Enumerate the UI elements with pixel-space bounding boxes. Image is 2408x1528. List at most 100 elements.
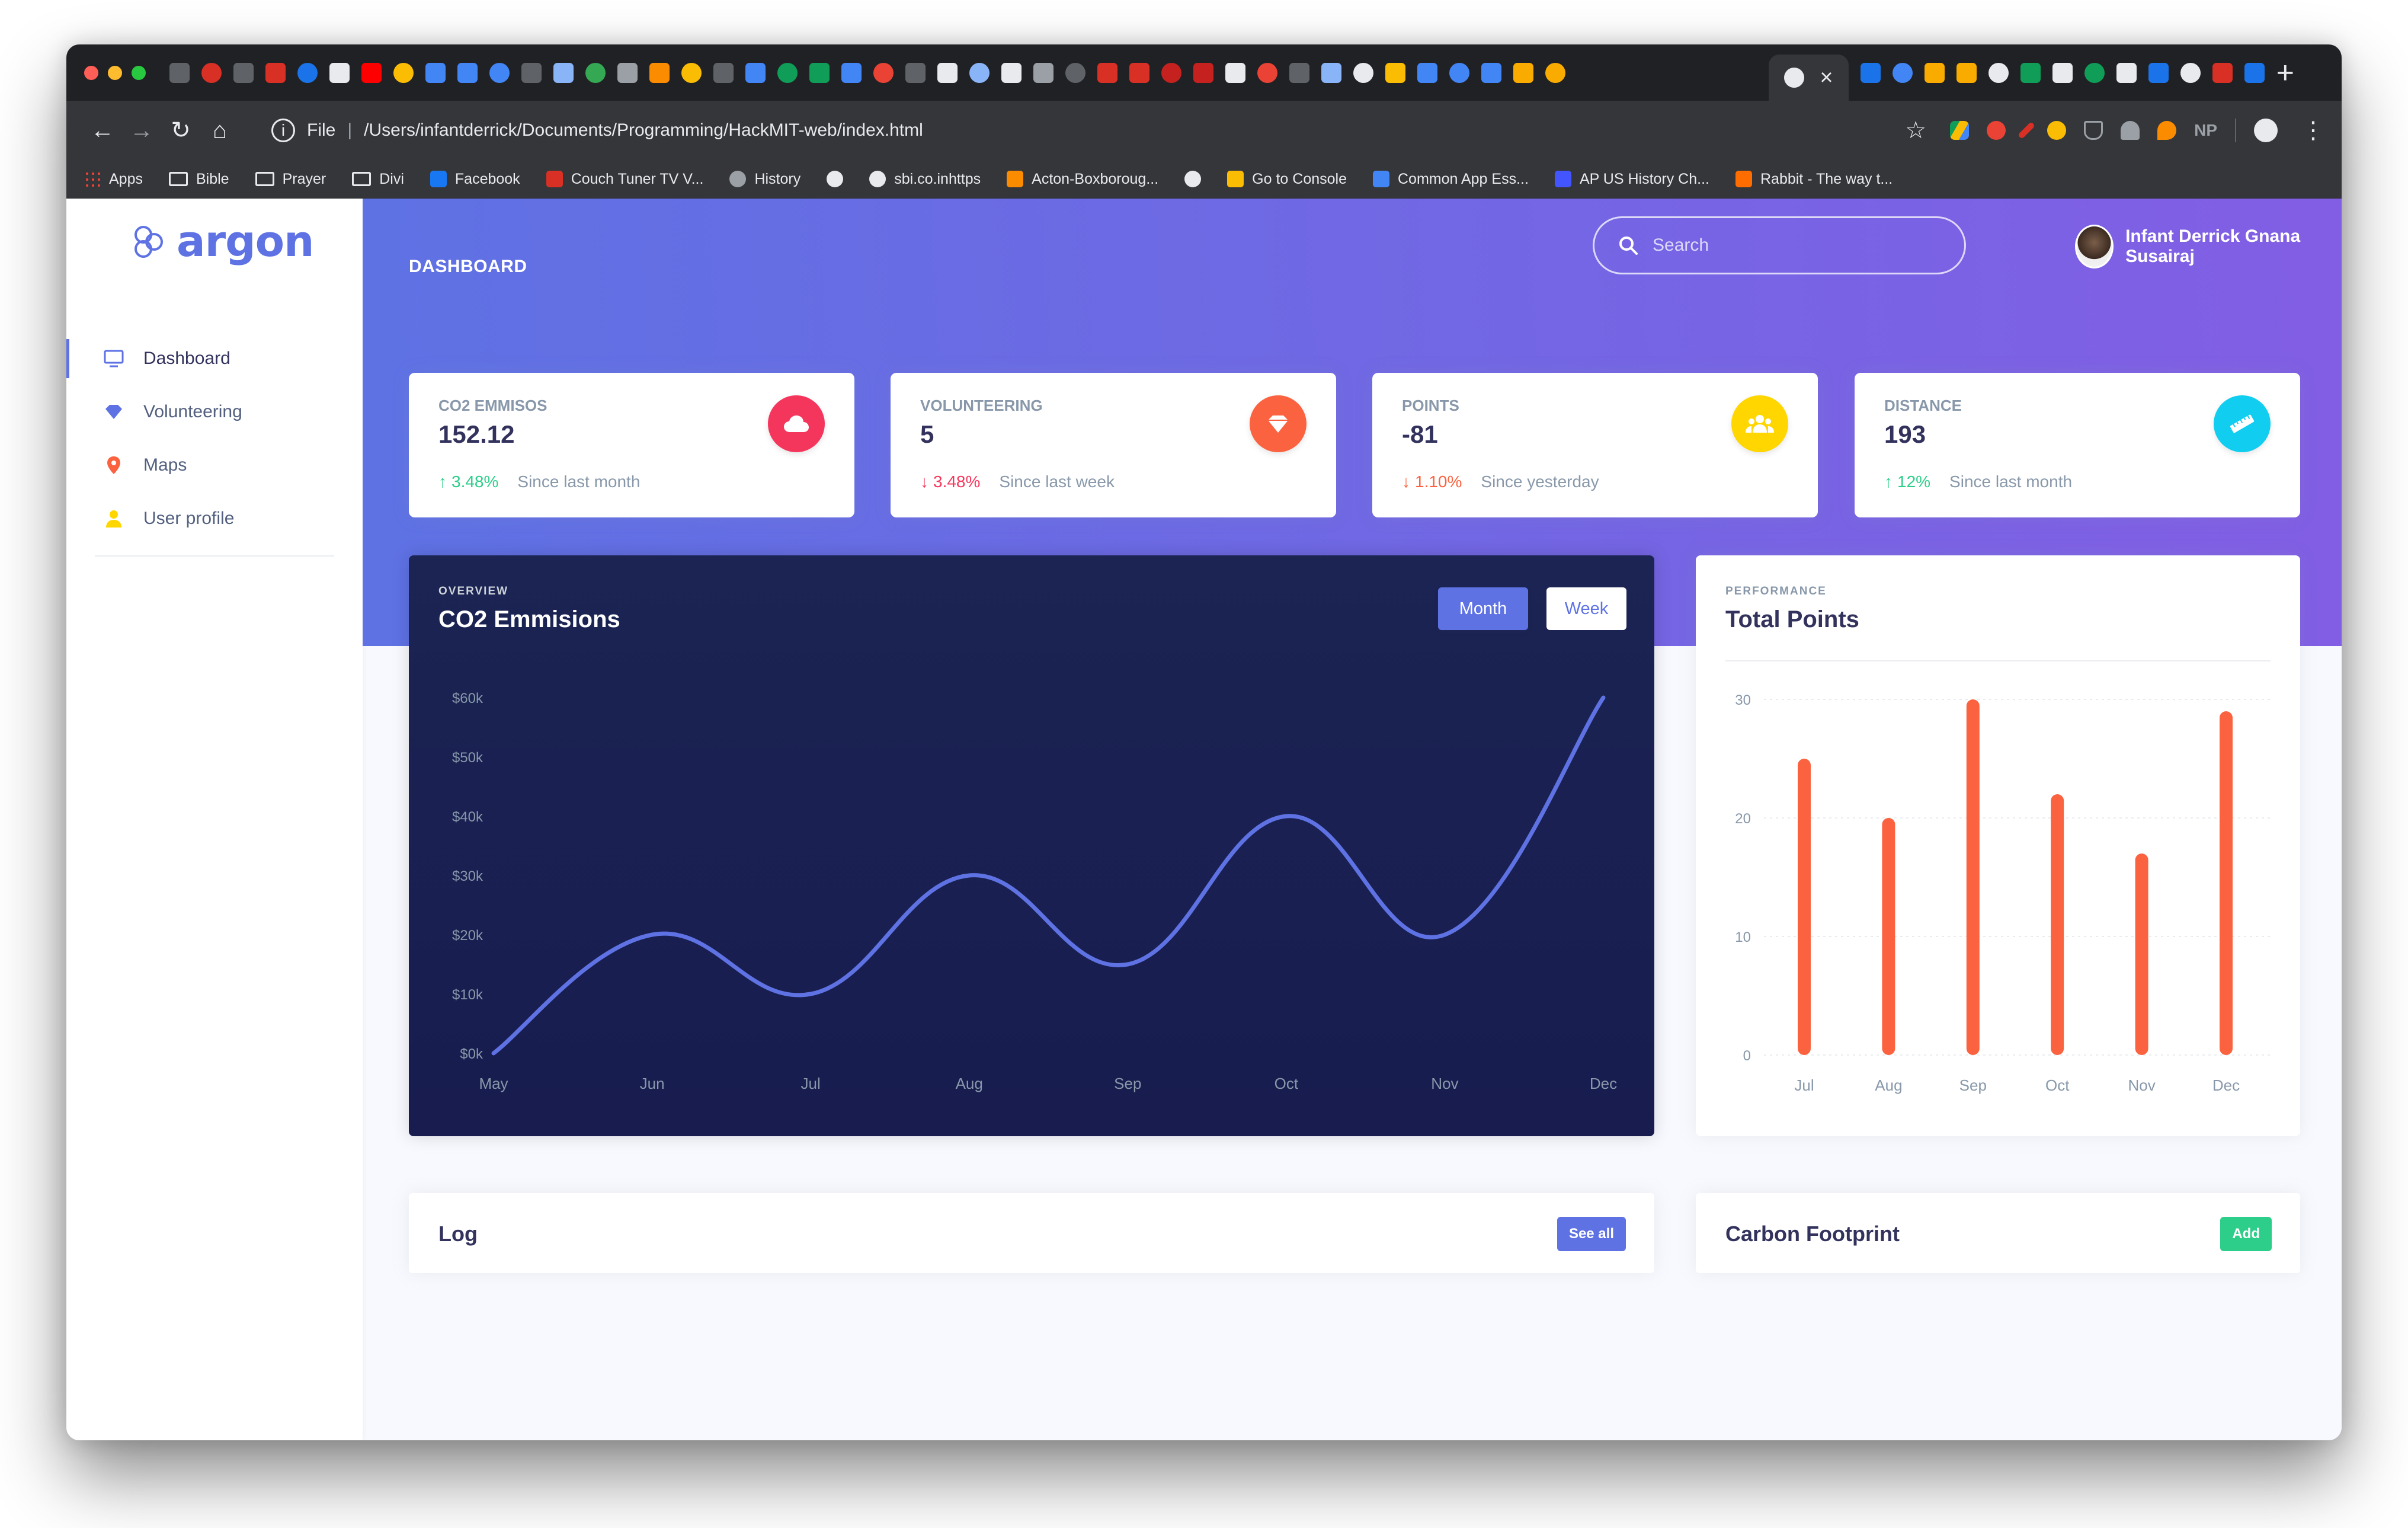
extension-compass-icon[interactable] <box>2047 121 2067 140</box>
background-tab-favicon-icon[interactable] <box>553 62 574 83</box>
active-tab[interactable]: × <box>1769 55 1849 101</box>
background-right-tab-favicon-icon[interactable] <box>2212 62 2233 83</box>
extension-red-icon[interactable] <box>1987 121 2006 140</box>
background-right-tab-favicon-icon[interactable] <box>1988 62 2009 83</box>
extension-bell-icon[interactable] <box>2121 121 2140 140</box>
background-tab-favicon-icon[interactable] <box>1289 62 1309 83</box>
background-right-tab-favicon-icon[interactable] <box>2244 62 2265 83</box>
background-tab-favicon-icon[interactable] <box>1129 62 1149 83</box>
background-tab-favicon-icon[interactable] <box>521 62 542 83</box>
extension-flame-icon[interactable] <box>2157 121 2177 140</box>
background-tab-favicon-icon[interactable] <box>1449 62 1469 83</box>
background-tab-favicon-icon[interactable] <box>1353 62 1373 83</box>
bookmark-item[interactable]: Go to Console <box>1227 171 1347 188</box>
background-tab-favicon-icon[interactable] <box>1545 62 1565 83</box>
background-tab-favicon-icon[interactable] <box>489 62 510 83</box>
background-tab-favicon-icon[interactable] <box>713 62 734 83</box>
background-right-tab-favicon-icon[interactable] <box>2116 62 2137 83</box>
background-tab-favicon-icon[interactable] <box>873 62 894 83</box>
bookmark-star-icon[interactable]: ☆ <box>1905 117 1927 143</box>
background-tab-favicon-icon[interactable] <box>169 62 190 83</box>
background-tab-favicon-icon[interactable] <box>265 62 286 83</box>
bookmark-item[interactable]: Common App Ess... <box>1373 171 1529 188</box>
bookmark-item[interactable]: AP US History Ch... <box>1554 171 1709 188</box>
drive-icon[interactable] <box>1950 121 1970 140</box>
background-tab-favicon-icon[interactable] <box>297 62 318 83</box>
background-tab-favicon-icon[interactable] <box>201 62 222 83</box>
background-tab-favicon-icon[interactable] <box>1097 62 1117 83</box>
background-tab-favicon-icon[interactable] <box>617 62 638 83</box>
back-icon[interactable]: ← <box>91 117 114 143</box>
close-window-button[interactable] <box>84 65 98 80</box>
url-text[interactable]: /Users/infantderrick/Documents/Programmi… <box>364 120 923 140</box>
background-tab-favicon-icon[interactable] <box>1513 62 1533 83</box>
background-tab-favicon-icon[interactable] <box>649 62 670 83</box>
week-button[interactable]: Week <box>1546 587 1626 630</box>
background-tab-favicon-icon[interactable] <box>841 62 862 83</box>
background-right-tab-favicon-icon[interactable] <box>2180 62 2201 83</box>
background-right-tab-favicon-icon[interactable] <box>1860 62 1881 83</box>
new-tab-button[interactable]: + <box>2276 55 2294 90</box>
reload-icon[interactable]: ↻ <box>171 117 191 143</box>
extension-np-icon[interactable]: NP <box>2194 121 2217 139</box>
see-all-button[interactable]: See all <box>1557 1217 1626 1251</box>
forward-icon[interactable]: → <box>130 117 153 143</box>
user-name[interactable]: Infant Derrick Gnana Susairaj <box>2125 226 2301 266</box>
background-tab-favicon-icon[interactable] <box>969 62 990 83</box>
background-tab-favicon-icon[interactable] <box>937 62 958 83</box>
background-right-tab-favicon-icon[interactable] <box>2052 62 2073 83</box>
background-tab-favicon-icon[interactable] <box>425 62 446 83</box>
avatar[interactable] <box>2075 225 2114 268</box>
bookmark-item[interactable]: History <box>729 171 800 188</box>
background-tab-favicon-icon[interactable] <box>393 62 414 83</box>
background-tab-favicon-icon[interactable] <box>1417 62 1437 83</box>
close-tab-icon[interactable]: × <box>1820 65 1833 90</box>
background-tab-favicon-icon[interactable] <box>681 62 702 83</box>
site-info-icon[interactable]: i <box>271 119 295 142</box>
bookmark-item[interactable]: Acton-Boxboroug... <box>1007 171 1158 188</box>
background-tab-favicon-icon[interactable] <box>1033 62 1054 83</box>
background-tab-favicon-icon[interactable] <box>361 62 382 83</box>
argon-logo[interactable]: argon <box>132 216 314 266</box>
sidebar-item-volunteering[interactable]: Volunteering <box>66 385 363 439</box>
sidebar-item-dashboard[interactable]: Dashboard <box>66 332 363 385</box>
bookmark-item[interactable]: Divi <box>352 171 404 188</box>
add-button[interactable]: Add <box>2220 1217 2272 1251</box>
maximize-window-button[interactable] <box>132 65 146 80</box>
search-input[interactable] <box>1653 235 1937 255</box>
sidebar-item-user-profile[interactable]: User profile <box>66 492 363 545</box>
bookmark-item[interactable]: Prayer <box>255 171 326 188</box>
background-right-tab-favicon-icon[interactable] <box>2084 62 2105 83</box>
background-tab-favicon-icon[interactable] <box>329 62 350 83</box>
background-tab-favicon-icon[interactable] <box>1193 62 1213 83</box>
extension-shield-icon[interactable] <box>2084 121 2103 140</box>
bookmark-item[interactable]: Couch Tuner TV V... <box>546 171 703 188</box>
background-right-tab-favicon-icon[interactable] <box>2148 62 2169 83</box>
background-tab-favicon-icon[interactable] <box>1481 62 1501 83</box>
search-box[interactable] <box>1593 216 1966 274</box>
background-tab-favicon-icon[interactable] <box>1225 62 1245 83</box>
bookmark-item[interactable]: Facebook <box>430 171 520 188</box>
background-tab-favicon-icon[interactable] <box>1161 62 1181 83</box>
background-tab-favicon-icon[interactable] <box>1385 62 1405 83</box>
sidebar-item-maps[interactable]: Maps <box>66 439 363 492</box>
home-icon[interactable]: ⌂ <box>212 117 228 143</box>
background-tab-favicon-icon[interactable] <box>457 62 478 83</box>
background-tab-favicon-icon[interactable] <box>1065 62 1085 83</box>
background-tab-favicon-icon[interactable] <box>1321 62 1341 83</box>
background-right-tab-favicon-icon[interactable] <box>1924 62 1945 83</box>
bookmark-item[interactable]: Bible <box>168 171 229 188</box>
background-tab-favicon-icon[interactable] <box>745 62 766 83</box>
user-menu[interactable]: Infant Derrick Gnana Susairaj <box>2075 225 2342 268</box>
background-right-tab-favicon-icon[interactable] <box>1956 62 1977 83</box>
address-bar[interactable]: i File | /Users/infantderrick/Documents/… <box>257 110 1951 151</box>
bookmark-item[interactable]: Rabbit - The way t... <box>1735 171 1893 188</box>
background-tab-favicon-icon[interactable] <box>905 62 926 83</box>
bookmark-item[interactable] <box>1184 171 1202 187</box>
bookmark-item[interactable] <box>827 171 844 187</box>
extension-pen-icon[interactable] <box>2018 122 2035 139</box>
background-tab-favicon-icon[interactable] <box>1257 62 1277 83</box>
bookmark-item[interactable]: sbi.co.inhttps <box>869 171 981 188</box>
minimize-window-button[interactable] <box>108 65 122 80</box>
background-tab-favicon-icon[interactable] <box>1001 62 1022 83</box>
